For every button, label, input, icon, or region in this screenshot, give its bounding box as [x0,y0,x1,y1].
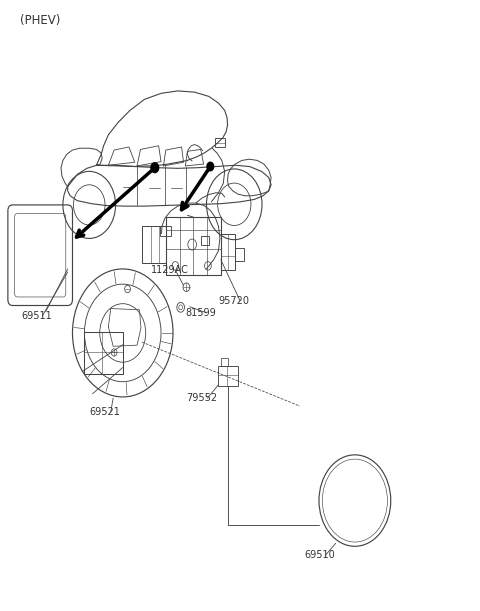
Text: 1129AC: 1129AC [151,265,189,275]
Bar [215,139,225,147]
Text: 69510: 69510 [304,551,335,560]
Bar [142,226,166,263]
Bar [201,236,209,244]
Circle shape [207,163,214,171]
Circle shape [151,163,158,172]
Text: (PHEV): (PHEV) [20,14,60,27]
Text: 81599: 81599 [185,308,216,318]
Text: 95720: 95720 [219,296,250,306]
Bar [218,367,238,386]
Bar [84,332,123,374]
Bar [221,358,228,367]
Text: 69521: 69521 [90,406,120,417]
Text: 79552: 79552 [186,393,217,403]
Bar [166,217,221,275]
Bar [221,233,235,270]
Bar [160,226,170,236]
Text: 69511: 69511 [21,311,52,321]
Bar [235,247,244,261]
